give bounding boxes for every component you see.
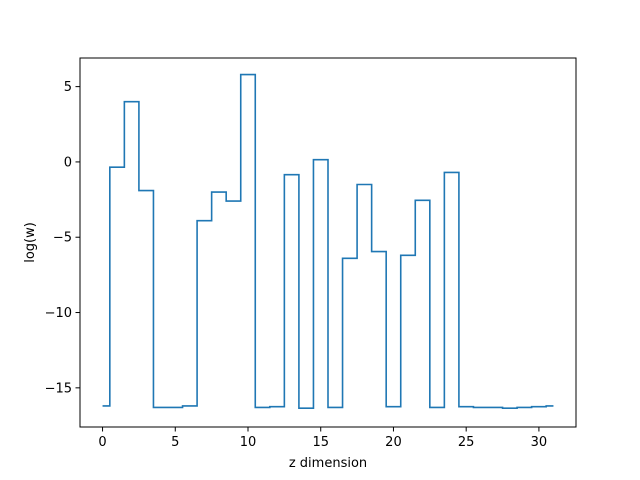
y-tick-label: 0 <box>64 155 72 170</box>
x-tick-label: 30 <box>531 435 548 450</box>
x-axis: 0 5 10 15 20 25 30 <box>98 427 547 450</box>
series-line-0 <box>102 73 554 409</box>
x-tick-label: 15 <box>312 435 329 450</box>
x-axis-label: z dimension <box>289 456 367 471</box>
y-axis-label: log(w) <box>23 222 38 263</box>
y-tick-label: −10 <box>45 306 72 321</box>
y-tick-label: −15 <box>45 381 72 396</box>
x-tick-label: 5 <box>171 435 179 450</box>
y-axis: 5 0 −5 −10 −15 <box>45 80 80 396</box>
x-tick-label: 20 <box>385 435 402 450</box>
y-tick-label: −5 <box>53 231 72 246</box>
y-tick-label: 5 <box>64 80 72 95</box>
x-tick-label: 25 <box>458 435 475 450</box>
x-tick-label: 0 <box>98 435 106 450</box>
x-tick-label: 10 <box>240 435 257 450</box>
axes-frame <box>79 57 577 428</box>
plot-area <box>102 73 554 409</box>
